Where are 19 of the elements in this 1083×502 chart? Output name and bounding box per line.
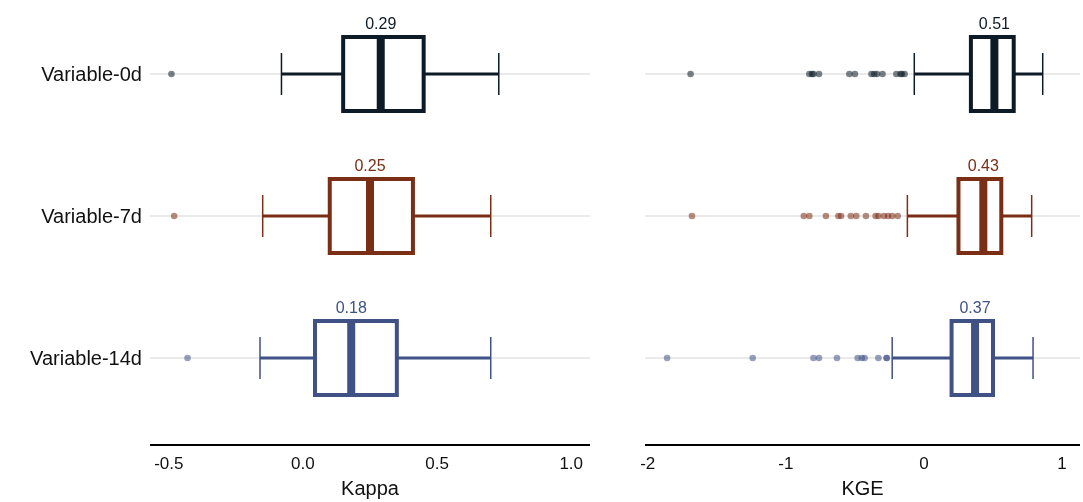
y-tick-label: Variable-7d — [41, 205, 142, 227]
y-tick-label: Variable-14d — [30, 347, 142, 369]
x-tick-label: -0.5 — [154, 454, 184, 473]
x-tick-label: 1.0 — [559, 454, 584, 473]
text: 0.37 — [959, 299, 991, 316]
y-tick-label: Variable-0d — [41, 63, 142, 85]
text: 0.43 — [967, 157, 999, 174]
text: 0.51 — [978, 15, 1010, 32]
x-tick-label: 0.0 — [291, 454, 315, 473]
x-tick-label: 1 — [1057, 454, 1067, 473]
text: 0.18 — [335, 299, 367, 316]
x-tick-label: -2 — [640, 454, 656, 473]
x-tick-label: 0.5 — [425, 454, 449, 473]
x-axis-title: KGE — [841, 477, 884, 499]
text: 0.29 — [365, 15, 397, 32]
x-tick-label: -1 — [778, 454, 794, 473]
x-tick-label: 0 — [919, 454, 929, 473]
x-axis-title: Kappa — [341, 477, 400, 499]
text: 0.25 — [354, 157, 386, 174]
